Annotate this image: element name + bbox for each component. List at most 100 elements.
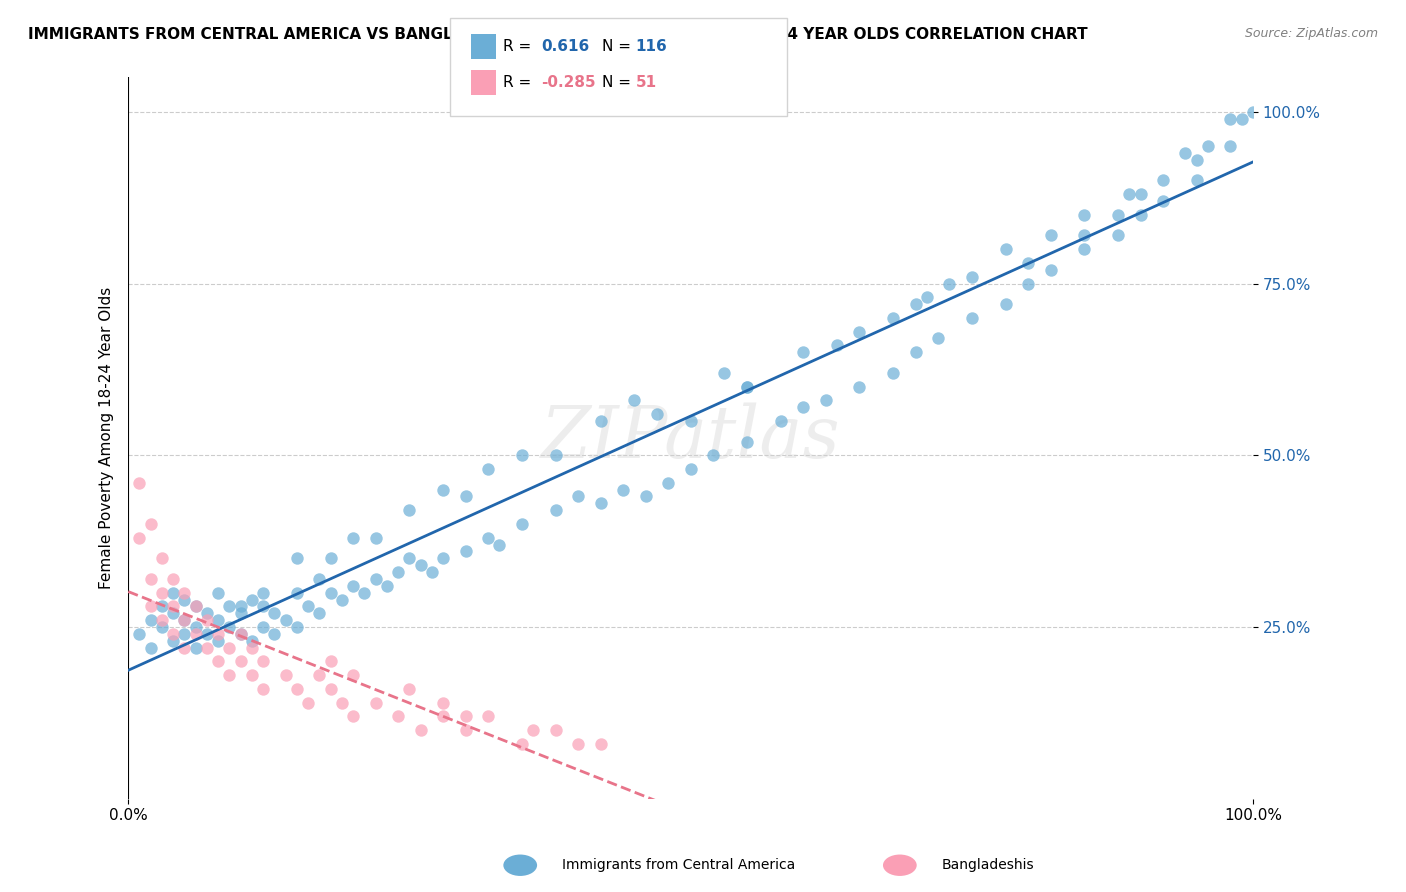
Point	[1107, 208, 1129, 222]
Point	[263, 607, 285, 621]
Point	[792, 400, 814, 414]
Point	[252, 585, 274, 599]
Point	[623, 393, 645, 408]
Point	[150, 551, 173, 566]
Point	[229, 627, 252, 641]
Point	[285, 620, 308, 634]
Point	[195, 607, 218, 621]
Point	[319, 681, 342, 696]
Point	[1197, 139, 1219, 153]
Point	[308, 572, 330, 586]
Point	[173, 613, 195, 627]
Point	[240, 592, 263, 607]
Point	[1152, 173, 1174, 187]
Point	[454, 544, 477, 558]
Point	[297, 696, 319, 710]
Point	[1185, 173, 1208, 187]
Point	[612, 483, 634, 497]
Point	[544, 723, 567, 737]
Point	[218, 668, 240, 682]
Point	[1017, 277, 1039, 291]
Point	[139, 640, 162, 655]
Point	[252, 681, 274, 696]
Text: 51: 51	[636, 75, 657, 89]
Point	[432, 551, 454, 566]
Point	[634, 490, 657, 504]
Point	[589, 496, 612, 510]
Point	[882, 310, 904, 325]
Point	[1073, 208, 1095, 222]
Point	[735, 434, 758, 449]
Point	[195, 627, 218, 641]
Point	[297, 599, 319, 614]
Point	[128, 531, 150, 545]
Point	[1039, 228, 1062, 243]
Point	[420, 565, 443, 579]
Text: -0.285: -0.285	[541, 75, 596, 89]
Point	[398, 503, 420, 517]
Point	[173, 592, 195, 607]
Point	[150, 585, 173, 599]
Point	[454, 723, 477, 737]
Point	[353, 585, 375, 599]
Point	[207, 654, 229, 668]
Point	[1174, 146, 1197, 161]
Point	[1230, 112, 1253, 126]
Point	[308, 668, 330, 682]
Point	[769, 414, 792, 428]
Text: R =: R =	[503, 75, 537, 89]
Point	[927, 331, 949, 345]
Point	[150, 599, 173, 614]
Point	[139, 516, 162, 531]
Point	[735, 379, 758, 393]
Point	[825, 338, 848, 352]
Point	[792, 345, 814, 359]
Point	[994, 297, 1017, 311]
Point	[1039, 262, 1062, 277]
Point	[387, 709, 409, 723]
Point	[1241, 104, 1264, 119]
Point	[398, 681, 420, 696]
Point	[162, 572, 184, 586]
Point	[319, 551, 342, 566]
Point	[150, 613, 173, 627]
Point	[342, 668, 364, 682]
Point	[398, 551, 420, 566]
Point	[510, 448, 533, 462]
Point	[184, 640, 207, 655]
Point	[184, 620, 207, 634]
Point	[477, 462, 499, 476]
Point	[128, 475, 150, 490]
Point	[364, 696, 387, 710]
Point	[184, 627, 207, 641]
Point	[162, 585, 184, 599]
Point	[645, 407, 668, 421]
Point	[285, 551, 308, 566]
Point	[432, 709, 454, 723]
Point	[218, 620, 240, 634]
Point	[960, 269, 983, 284]
Point	[477, 709, 499, 723]
Point	[319, 654, 342, 668]
Point	[409, 558, 432, 573]
Point	[173, 585, 195, 599]
Text: 116: 116	[636, 39, 668, 54]
Point	[330, 592, 353, 607]
Point	[409, 723, 432, 737]
Point	[544, 503, 567, 517]
Point	[960, 310, 983, 325]
Point	[1107, 228, 1129, 243]
Point	[173, 613, 195, 627]
Point	[162, 633, 184, 648]
Point	[904, 297, 927, 311]
Point	[184, 599, 207, 614]
Point	[229, 627, 252, 641]
Point	[139, 572, 162, 586]
Point	[184, 599, 207, 614]
Point	[218, 640, 240, 655]
Point	[679, 414, 702, 428]
Point	[904, 345, 927, 359]
Point	[1152, 194, 1174, 208]
Point	[702, 448, 724, 462]
Text: R =: R =	[503, 39, 537, 54]
